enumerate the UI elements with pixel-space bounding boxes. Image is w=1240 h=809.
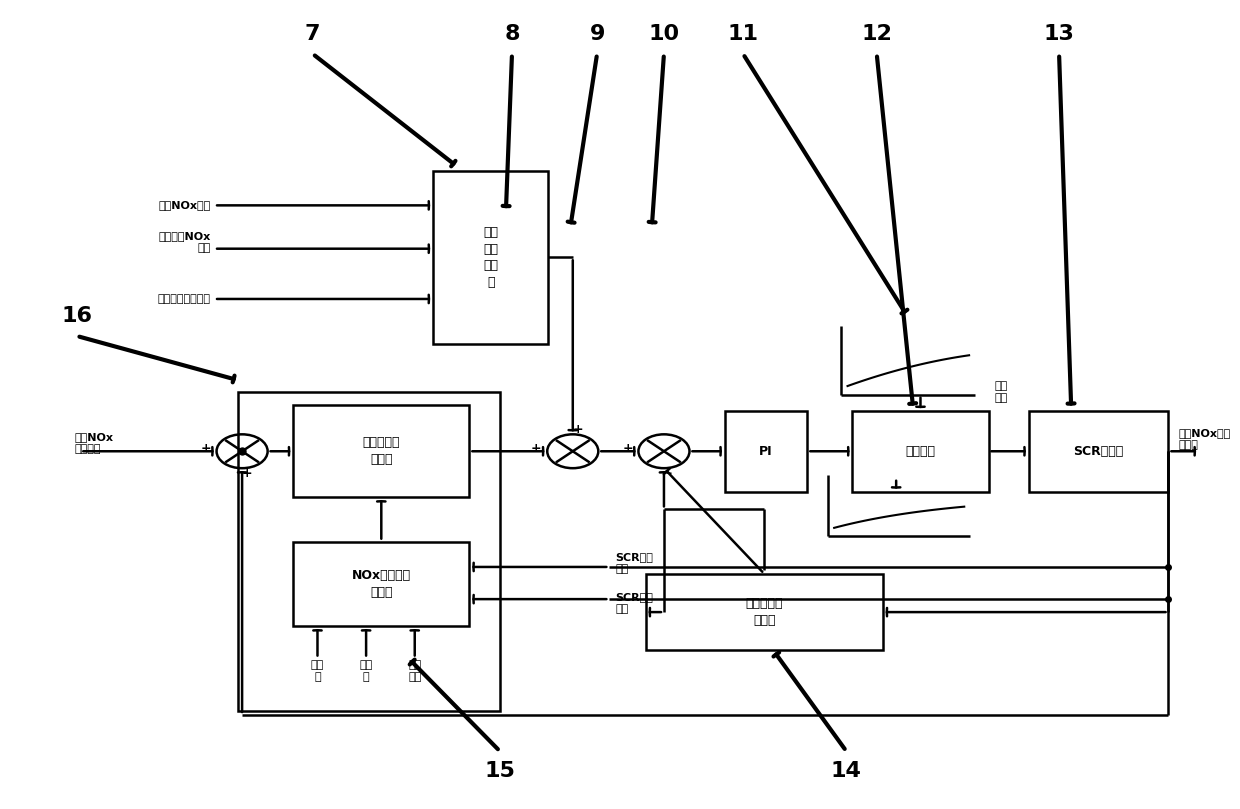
Text: 总风
量: 总风 量: [360, 660, 373, 682]
Text: 总煤
量: 总煤 量: [311, 660, 324, 682]
Text: +: +: [573, 423, 583, 436]
Text: 12: 12: [862, 23, 892, 44]
Text: SCR出口
浓度: SCR出口 浓度: [615, 592, 653, 614]
Text: 15: 15: [485, 761, 516, 781]
Text: 13: 13: [1044, 23, 1075, 44]
Text: SCR反应器: SCR反应器: [1074, 445, 1123, 458]
Text: 负荷
指令: 负荷 指令: [408, 660, 422, 682]
Text: 多模型预测
控制器: 多模型预测 控制器: [362, 436, 401, 466]
Text: 9: 9: [589, 23, 605, 44]
Text: 10: 10: [649, 23, 680, 44]
Text: +: +: [531, 442, 542, 455]
Bar: [852, 411, 988, 492]
Text: 喷氨
流量: 喷氨 流量: [994, 381, 1008, 403]
Text: +: +: [622, 442, 632, 455]
Bar: [238, 392, 500, 711]
Bar: [724, 411, 807, 492]
Text: 7: 7: [305, 23, 320, 44]
Text: 8: 8: [505, 23, 520, 44]
Text: 不可测扰动
观测器: 不可测扰动 观测器: [745, 597, 782, 627]
Bar: [433, 171, 548, 344]
Bar: [1029, 411, 1168, 492]
Text: 出口NOx浓度
测量值: 出口NOx浓度 测量值: [1178, 429, 1230, 450]
Text: 喷氨总阀: 喷氨总阀: [905, 445, 935, 458]
Text: 脱硫出口NOx
浓度: 脱硫出口NOx 浓度: [159, 231, 211, 253]
Text: +: +: [242, 468, 252, 481]
Text: 出口NOx
浓度定值: 出口NOx 浓度定值: [74, 432, 113, 454]
Text: SCR入口
浓度: SCR入口 浓度: [615, 552, 653, 574]
Text: +: +: [201, 442, 211, 455]
Text: -: -: [666, 468, 671, 481]
Bar: [293, 541, 470, 626]
Text: 11: 11: [728, 23, 759, 44]
Text: NOx浓度的预
测模型: NOx浓度的预 测模型: [352, 570, 410, 599]
Text: 16: 16: [61, 306, 92, 326]
Text: 14: 14: [831, 761, 862, 781]
Bar: [646, 574, 883, 650]
Text: 烟气温度场、流场: 烟气温度场、流场: [157, 294, 211, 304]
Text: 入口NOx浓度: 入口NOx浓度: [159, 201, 211, 210]
Text: 智能
前馈
控制
器: 智能 前馈 控制 器: [484, 226, 498, 289]
Bar: [293, 404, 470, 498]
Text: PI: PI: [759, 445, 773, 458]
